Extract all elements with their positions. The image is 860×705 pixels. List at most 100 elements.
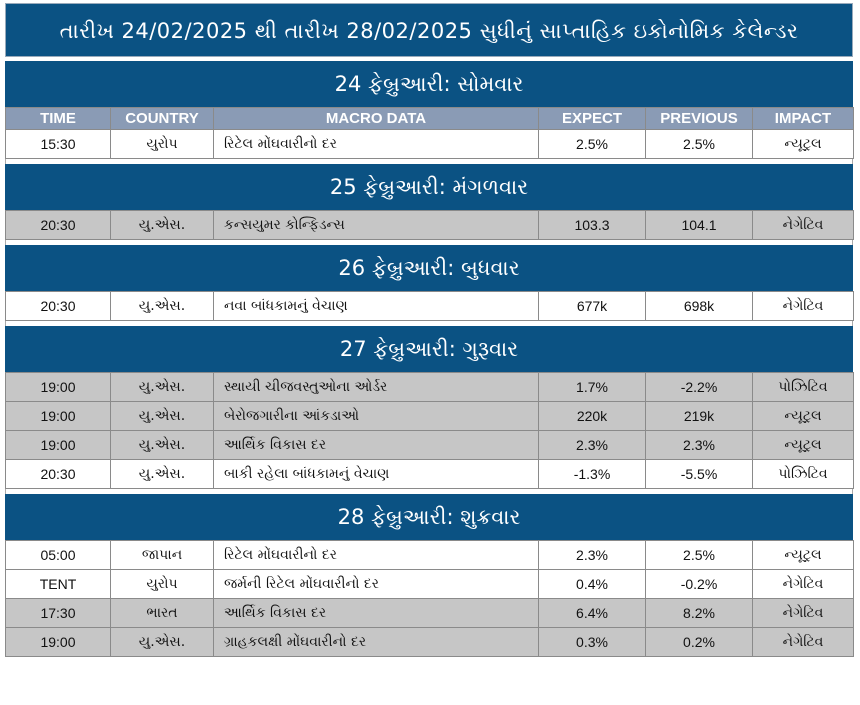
cell-macro: જર્મની રિટેલ મોંઘવારીનો દર [213,569,539,599]
cell-previous: 698k [645,291,753,321]
cell-impact: ન્યૂટ્રલ [752,540,854,570]
cell-time: 19:00 [5,401,111,431]
cell-expect: 103.3 [538,210,646,240]
day-header-wednesday: 26 ફેબ્રુઆરી: બુધવાર [5,245,853,291]
cell-expect: 677k [538,291,646,321]
column-header-row: TIME COUNTRY MACRO DATA EXPECT PREVIOUS … [5,107,854,130]
cell-time: 20:30 [5,210,111,240]
cell-country: ભારત [110,598,214,628]
table-row: 19:00 યુ.એસ. બેરોજગારીના આંકડાઓ 220k 219… [5,401,854,431]
col-expect: EXPECT [538,107,646,130]
table-row: 05:00 જાપાન રિટેલ મોંઘવારીનો દર 2.3% 2.5… [5,540,854,570]
day-table-wednesday: 20:30 યુ.એસ. નવા બાંધકામનું વેચાણ 677k 6… [5,291,854,321]
col-impact: IMPACT [752,107,854,130]
table-row: 20:30 યુ.એસ. કન્સયુમર કોન્ફિડન્સ 103.3 1… [5,210,854,240]
cell-macro: સ્થાયી ચીજવસ્તુઓના ઓર્ડર [213,372,539,402]
table-row: 15:30 યુરોપ રિટેલ મોંઘવારીનો દર 2.5% 2.5… [5,129,854,159]
cell-impact: ન્યૂટ્રલ [752,401,854,431]
cell-time: TENT [5,569,111,599]
day-header-friday: 28 ફેબ્રુઆરી: શુક્રવાર [5,494,853,540]
cell-expect: 0.4% [538,569,646,599]
cell-country: યુ.એસ. [110,459,214,489]
cell-expect: 2.3% [538,430,646,460]
cell-expect: 6.4% [538,598,646,628]
cell-macro: આર્થિક વિકાસ દર [213,598,539,628]
cell-time: 19:00 [5,627,111,657]
cell-macro: રિટેલ મોંઘવારીનો દર [213,540,539,570]
cell-impact: ન્યૂટ્રલ [752,430,854,460]
cell-macro: બેરોજગારીના આંકડાઓ [213,401,539,431]
cell-macro: નવા બાંધકામનું વેચાણ [213,291,539,321]
cell-time: 19:00 [5,430,111,460]
cell-country: યુ.એસ. [110,401,214,431]
divider [5,159,853,164]
day-table-thursday: 19:00 યુ.એસ. સ્થાયી ચીજવસ્તુઓના ઓર્ડર 1.… [5,372,854,489]
divider [5,321,853,326]
cell-impact: નેગેટિવ [752,291,854,321]
cell-previous: 8.2% [645,598,753,628]
cell-expect: -1.3% [538,459,646,489]
cell-previous: 2.3% [645,430,753,460]
cell-macro: બાકી રહેલા બાંધકામનું વેચાણ [213,459,539,489]
page-title: તારીખ 24/02/2025 થી તારીખ 28/02/2025 સુધ… [5,3,853,57]
table-row: 19:00 યુ.એસ. સ્થાયી ચીજવસ્તુઓના ઓર્ડર 1.… [5,372,854,402]
cell-country: યુ.એસ. [110,210,214,240]
cell-previous: 2.5% [645,129,753,159]
table-row: 17:30 ભારત આર્થિક વિકાસ દર 6.4% 8.2% નેગ… [5,598,854,628]
divider [5,489,853,494]
divider [5,240,853,245]
cell-country: યુ.એસ. [110,627,214,657]
cell-impact: પોઝિટિવ [752,459,854,489]
cell-expect: 1.7% [538,372,646,402]
economic-calendar: તારીખ 24/02/2025 થી તારીખ 28/02/2025 સુધ… [5,3,854,657]
cell-macro: કન્સયુમર કોન્ફિડન્સ [213,210,539,240]
cell-time: 20:30 [5,459,111,489]
day-table-friday: 05:00 જાપાન રિટેલ મોંઘવારીનો દર 2.3% 2.5… [5,540,854,657]
cell-time: 20:30 [5,291,111,321]
cell-time: 15:30 [5,129,111,159]
divider [5,57,853,61]
cell-previous: -2.2% [645,372,753,402]
cell-expect: 220k [538,401,646,431]
cell-macro: ગ્રાહકલક્ષી મોંઘવારીનો દર [213,627,539,657]
cell-impact: નેગેટિવ [752,627,854,657]
table-row: 19:00 યુ.એસ. ગ્રાહકલક્ષી મોંઘવારીનો દર 0… [5,627,854,657]
cell-country: યુ.એસ. [110,372,214,402]
cell-country: યુરોપ [110,129,214,159]
day-table-tuesday: 20:30 યુ.એસ. કન્સયુમર કોન્ફિડન્સ 103.3 1… [5,210,854,240]
col-country: COUNTRY [110,107,214,130]
cell-country: યુ.એસ. [110,430,214,460]
col-macro-data: MACRO DATA [213,107,539,130]
day-header-thursday: 27 ફેબ્રુઆરી: ગુરૂવાર [5,326,853,372]
cell-previous: -5.5% [645,459,753,489]
table-row: TENT યુરોપ જર્મની રિટેલ મોંઘવારીનો દર 0.… [5,569,854,599]
cell-impact: નેગેટિવ [752,210,854,240]
cell-country: યુ.એસ. [110,291,214,321]
day-header-monday: 24 ફેબ્રુઆરી: સોમવાર [5,61,853,107]
col-time: TIME [5,107,111,130]
cell-expect: 0.3% [538,627,646,657]
cell-impact: નેગેટિવ [752,569,854,599]
cell-country: જાપાન [110,540,214,570]
cell-previous: 219k [645,401,753,431]
table-row: 19:00 યુ.એસ. આર્થિક વિકાસ દર 2.3% 2.3% ન… [5,430,854,460]
cell-impact: પોઝિટિવ [752,372,854,402]
cell-expect: 2.3% [538,540,646,570]
cell-impact: નેગેટિવ [752,598,854,628]
cell-previous: -0.2% [645,569,753,599]
cell-previous: 104.1 [645,210,753,240]
day-table-monday: TIME COUNTRY MACRO DATA EXPECT PREVIOUS … [5,107,854,159]
cell-previous: 2.5% [645,540,753,570]
cell-time: 05:00 [5,540,111,570]
cell-macro: આર્થિક વિકાસ દર [213,430,539,460]
cell-time: 17:30 [5,598,111,628]
cell-country: યુરોપ [110,569,214,599]
cell-time: 19:00 [5,372,111,402]
day-header-tuesday: 25 ફેબ્રુઆરી: મંગળવાર [5,164,853,210]
cell-macro: રિટેલ મોંઘવારીનો દર [213,129,539,159]
cell-expect: 2.5% [538,129,646,159]
cell-impact: ન્યૂટ્રલ [752,129,854,159]
table-row: 20:30 યુ.એસ. નવા બાંધકામનું વેચાણ 677k 6… [5,291,854,321]
col-previous: PREVIOUS [645,107,753,130]
table-row: 20:30 યુ.એસ. બાકી રહેલા બાંધકામનું વેચાણ… [5,459,854,489]
